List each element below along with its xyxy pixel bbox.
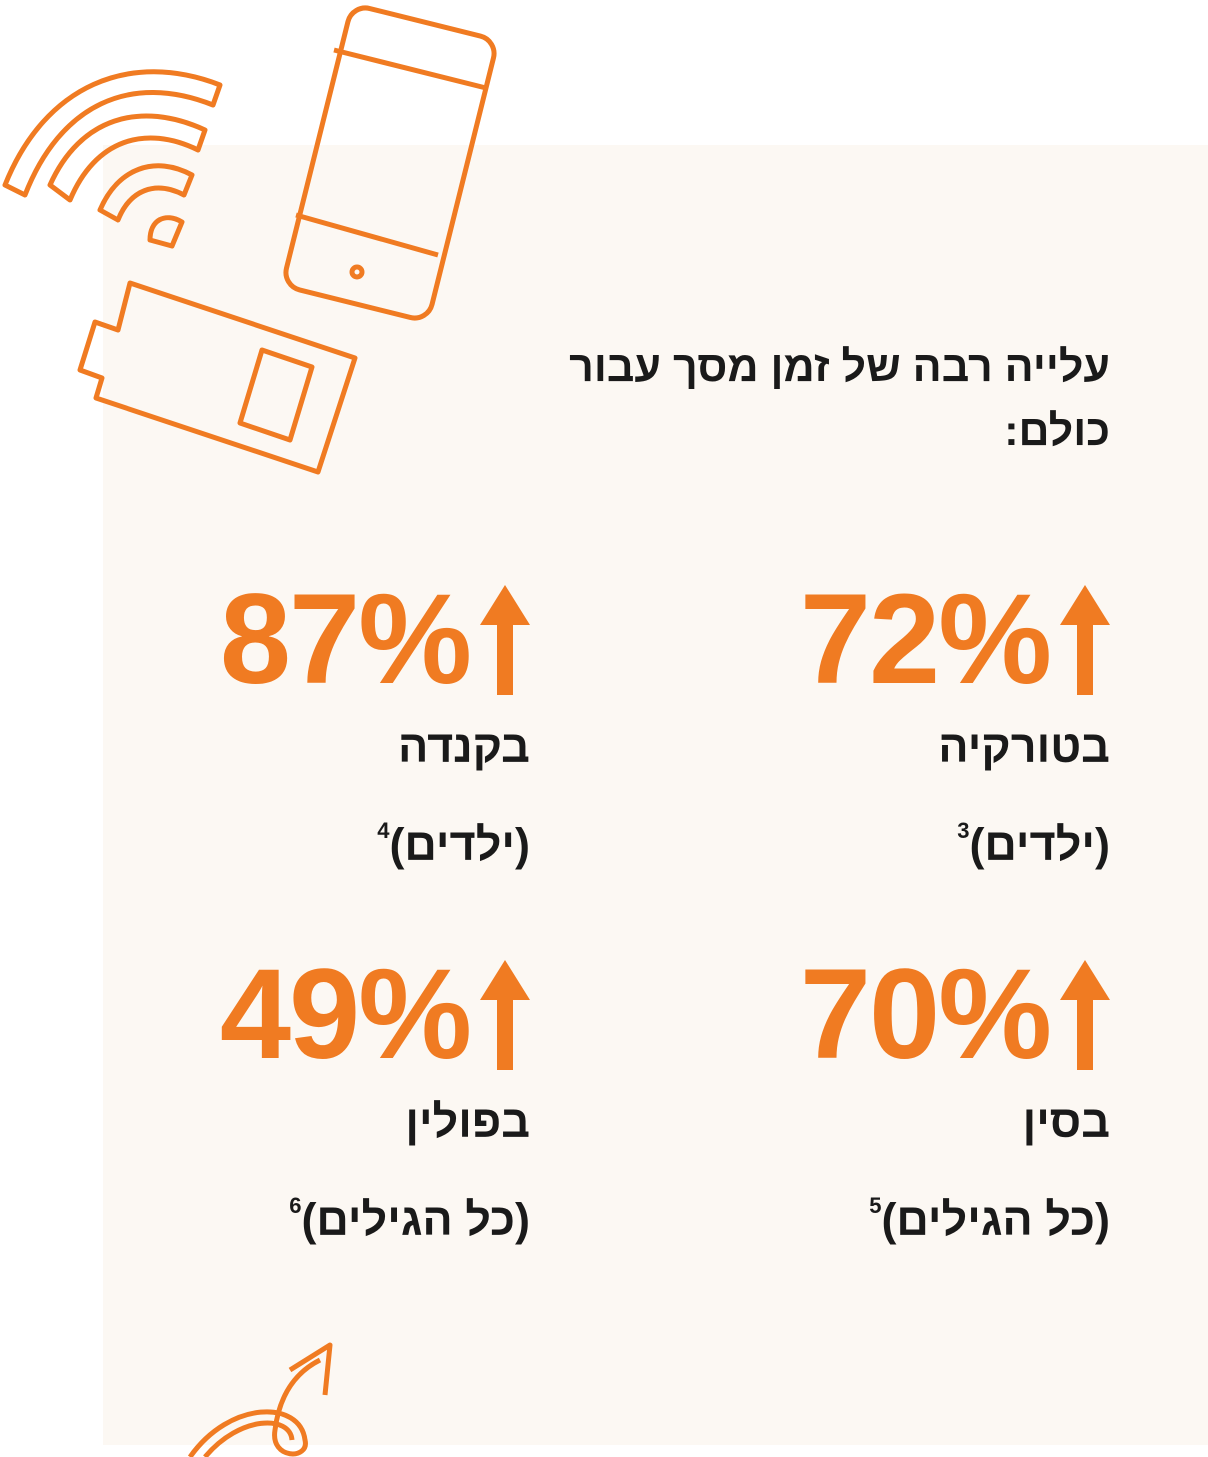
wifi-icon	[2, 69, 223, 249]
footnote: 3	[957, 818, 970, 843]
stat-value: 70%	[799, 943, 1052, 1086]
heading-line: עלייה רבה של זמן מסך עבור	[569, 343, 1110, 391]
stat-value-row: 70%	[800, 950, 1110, 1080]
stat: 70% בסין (כל הגילים)5	[800, 950, 1110, 1262]
phone-icon	[283, 5, 497, 321]
stat-country: בטורקיה	[938, 721, 1110, 772]
swirl-arrow-icon	[187, 1342, 333, 1457]
stat-value: 72%	[799, 568, 1052, 711]
stat-country: בפולין	[405, 1096, 530, 1147]
battery-icon	[77, 280, 358, 475]
up-arrow	[480, 585, 530, 695]
stat-group-row: (ילדים)3	[800, 789, 1110, 887]
stat-value: 87%	[219, 568, 472, 711]
stat-group-row: (כל הגילים)5	[800, 1164, 1110, 1262]
stat-group: (כל הגילים)	[881, 1194, 1110, 1245]
stat-country: בקנדה	[398, 721, 530, 772]
stat: 49% בפולין (כל הגילים)6	[220, 950, 530, 1262]
up-arrow	[480, 960, 530, 1070]
panel	[103, 145, 1208, 1445]
stat-value-row: 49%	[220, 950, 530, 1080]
heading: עלייה רבה של זמן מסך עבור כולם:	[569, 335, 1110, 463]
stat-group: (ילדים)	[389, 819, 530, 870]
stat-value-row: 87%	[220, 575, 530, 705]
stat: 87% בקנדה (ילדים)4	[220, 575, 530, 887]
up-arrow	[1060, 960, 1110, 1070]
stat: 72% בטורקיה (ילדים)3	[800, 575, 1110, 887]
stat-value: 49%	[219, 943, 472, 1086]
heading-line: כולם:	[1004, 407, 1110, 455]
footnote: 5	[869, 1193, 882, 1218]
stat-group: (ילדים)	[969, 819, 1110, 870]
stat-group-row: (כל הגילים)6	[220, 1164, 530, 1262]
up-arrow	[1060, 585, 1110, 695]
stat-value-row: 72%	[800, 575, 1110, 705]
stat-group: (כל הגילים)	[301, 1194, 530, 1245]
footnote: 6	[289, 1193, 302, 1218]
stat-group-row: (ילדים)4	[220, 789, 530, 887]
stat-country: בסין	[1022, 1096, 1110, 1147]
footnote: 4	[377, 818, 390, 843]
